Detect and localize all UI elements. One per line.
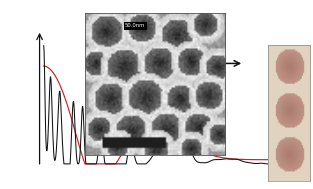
- Text: 50.0nm: 50.0nm: [125, 23, 146, 29]
- Text: + Co+3% NRS: + Co+3% NRS: [152, 59, 217, 68]
